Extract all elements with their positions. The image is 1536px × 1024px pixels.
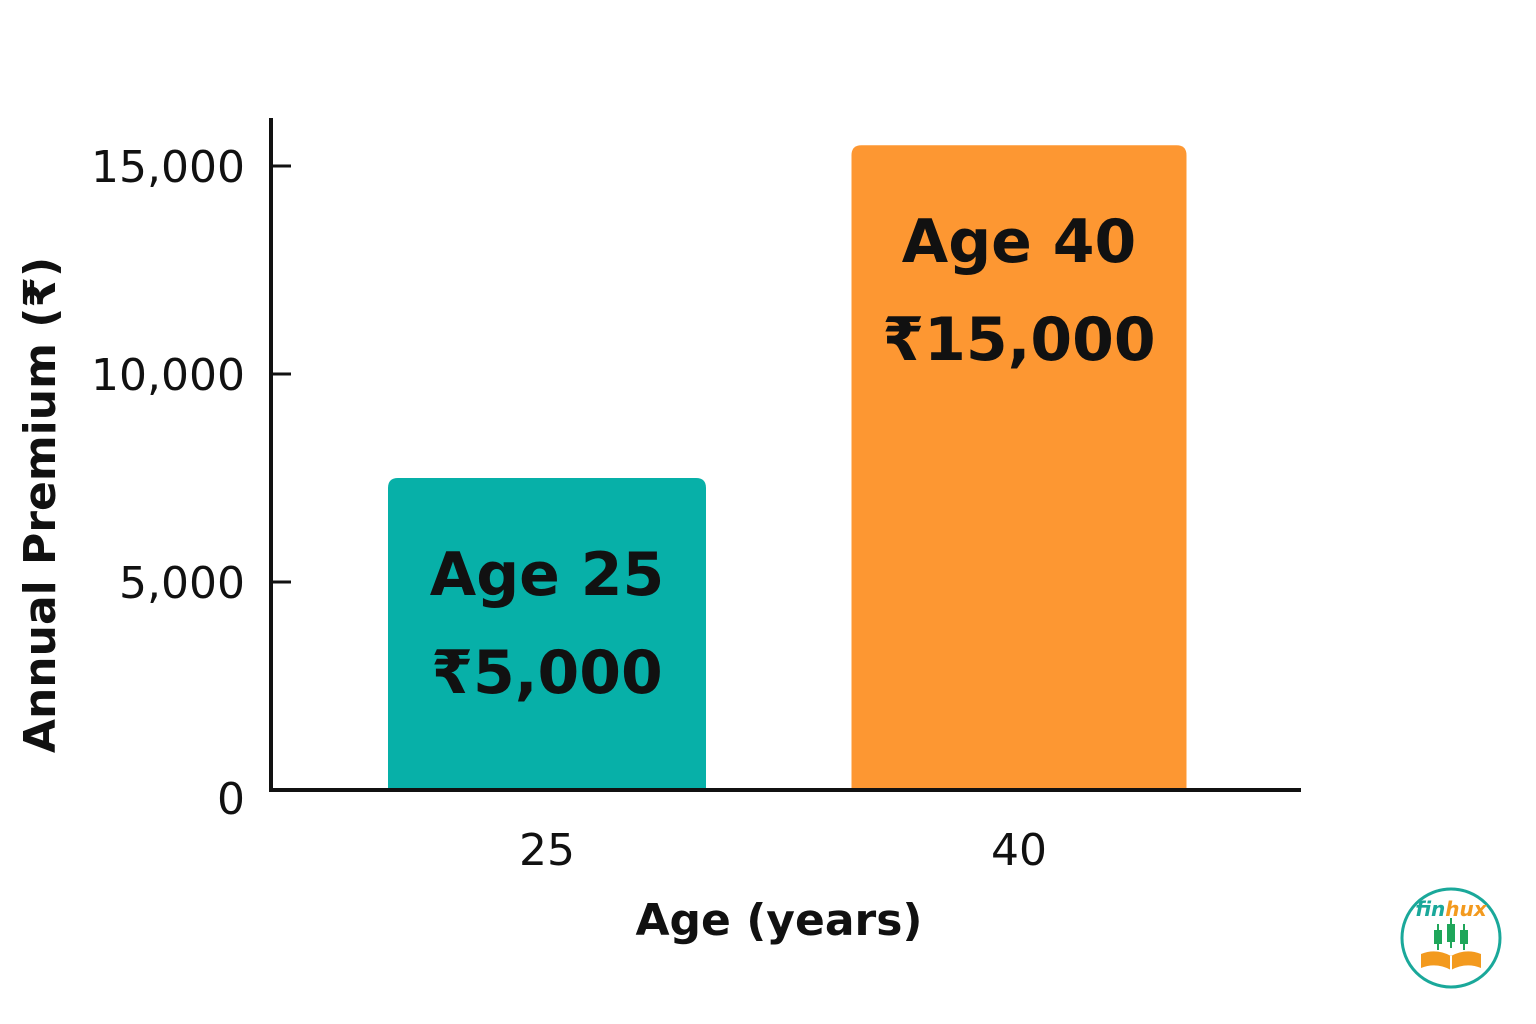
bar-age-40	[851, 145, 1187, 790]
bar-labels-layer: Age 25 ₹5,000 Age 40 ₹15,000	[430, 207, 1156, 708]
y-tick-label: 0	[217, 774, 245, 825]
y-tick-label: 15,000	[91, 142, 245, 193]
y-tick-label: 10,000	[91, 350, 245, 401]
y-ticks-layer: 0 5,000 10,000 15,000	[91, 142, 291, 825]
x-axis-title: Age (years)	[635, 895, 922, 946]
logo-wordmark: finhux	[1415, 897, 1487, 921]
bar-label-age: Age 40	[902, 207, 1136, 277]
x-tick-label: 25	[519, 825, 575, 876]
bar-age-25	[388, 478, 706, 790]
y-tick-label: 5,000	[119, 558, 245, 609]
x-tick-label: 40	[991, 825, 1047, 876]
finhux-logo: finhux	[1400, 887, 1502, 989]
bar-label-premium: ₹15,000	[882, 305, 1155, 375]
bar-label-age: Age 25	[430, 540, 664, 610]
candlestick-icon	[1434, 918, 1468, 950]
bar-label-premium: ₹5,000	[431, 638, 663, 708]
bars-layer	[388, 145, 1187, 790]
y-axis-title: Annual Premium (₹)	[15, 257, 66, 753]
x-ticks-layer: 25 40	[519, 825, 1047, 876]
open-book-icon	[1421, 951, 1481, 970]
